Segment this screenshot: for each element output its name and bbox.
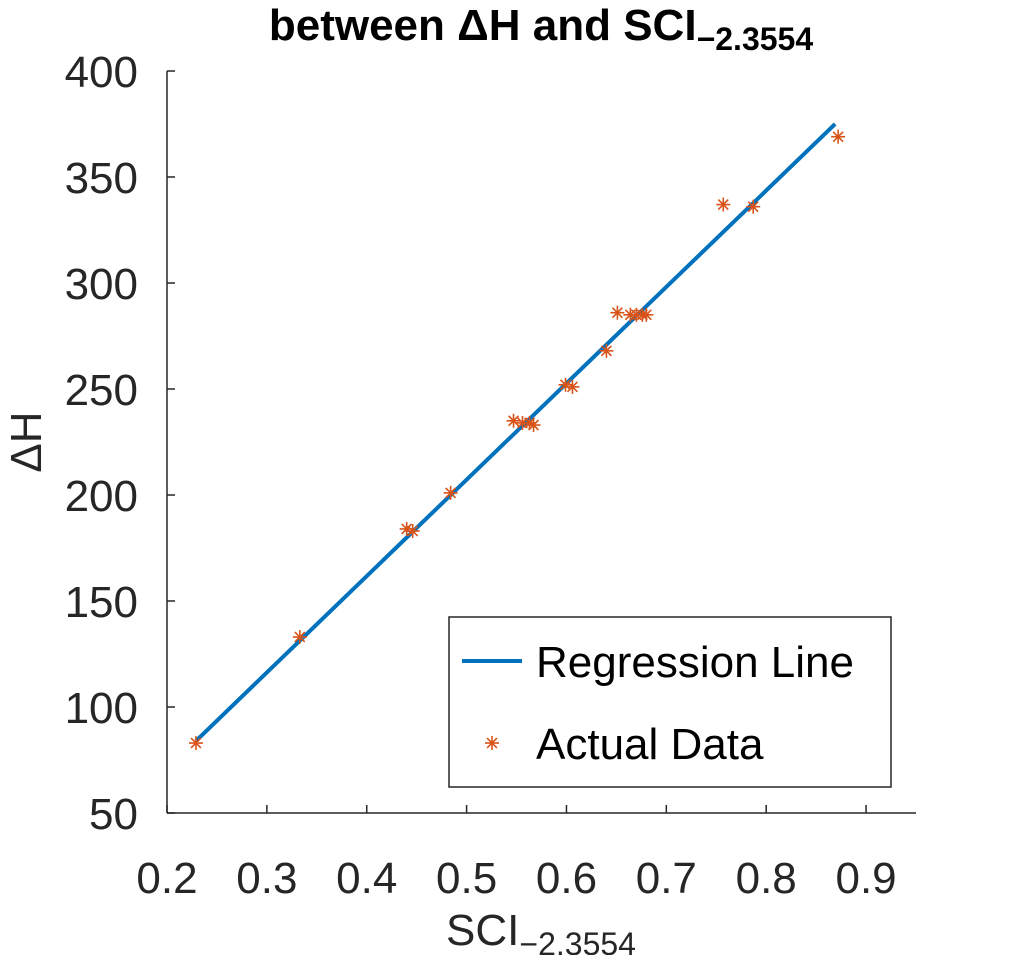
data-point (188, 736, 203, 751)
data-point (526, 418, 541, 433)
legend-asterisk-marker (485, 736, 499, 750)
data-point (558, 377, 573, 392)
y-tick-label: 100 (65, 684, 138, 733)
legend-asterisk (485, 736, 499, 750)
regression-line (194, 122, 837, 743)
data-point (565, 379, 580, 394)
data-point (506, 413, 521, 428)
data-point (522, 415, 537, 430)
data-point (716, 197, 731, 212)
data-point (399, 521, 414, 536)
y-tick-label: 350 (65, 154, 138, 203)
chart-title: between ΔH and SCI−2.3554 (269, 1, 813, 57)
y-tick-label: 300 (65, 260, 138, 309)
data-point (831, 129, 846, 144)
data-point (292, 630, 307, 645)
x-tick-label: 0.9 (835, 854, 896, 903)
legend: Regression Line Actual Data (448, 616, 892, 788)
data-point (639, 307, 654, 322)
y-tick-label: 400 (65, 48, 138, 97)
y-tick-label: 50 (89, 790, 138, 839)
data-point (746, 199, 761, 214)
y-axis-label: ΔH (2, 411, 51, 472)
plot-series (188, 122, 846, 751)
legend-regression-label: Regression Line (536, 638, 854, 687)
x-axis-label-main: SCI (446, 906, 519, 955)
x-tick-label: 0.7 (636, 854, 697, 903)
y-ticks: 50 100 150 200 250 300 350 400 (65, 48, 175, 839)
y-tick-label: 150 (65, 578, 138, 627)
x-axis-label-subscript: −2.3554 (519, 926, 636, 955)
chart-title-main: between ΔH and SCI (269, 1, 697, 50)
data-point (610, 305, 625, 320)
data-point (443, 485, 458, 500)
legend-box (448, 616, 892, 788)
x-tick-label: 0.6 (536, 854, 597, 903)
legend-actual-label: Actual Data (536, 720, 764, 769)
chart-title-subscript: −2.3554 (697, 21, 814, 57)
x-axis-label: SCI−2.3554 (446, 906, 636, 955)
x-tick-label: 0.4 (336, 854, 397, 903)
data-point (599, 343, 614, 358)
x-tick-label: 0.5 (436, 854, 497, 903)
data-point (405, 524, 420, 539)
y-tick-label: 200 (65, 472, 138, 521)
x-tick-label: 0.8 (736, 854, 797, 903)
y-tick-label: 250 (65, 366, 138, 415)
x-tick-label: 0.2 (136, 854, 197, 903)
axes (166, 71, 916, 814)
x-ticks: 0.2 0.3 0.4 0.5 0.6 0.7 0.8 0.9 (136, 805, 897, 903)
x-tick-label: 0.3 (236, 854, 297, 903)
